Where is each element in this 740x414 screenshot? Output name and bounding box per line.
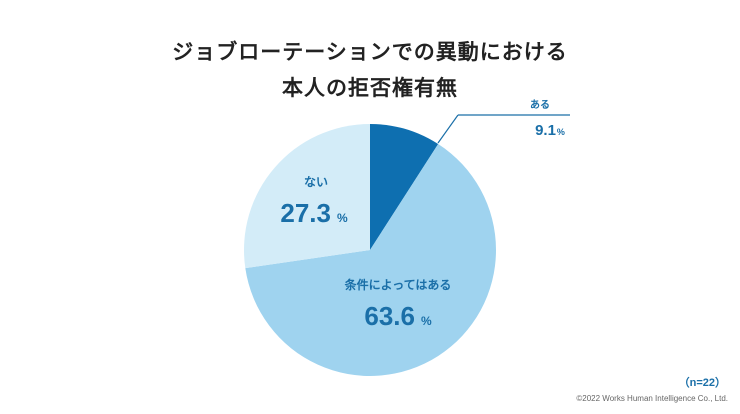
- chart-title-line-1: ジョブローテーションでの異動における: [172, 40, 568, 64]
- slice-label: ある: [530, 98, 550, 111]
- sample-size-note: （n=22）: [678, 377, 726, 389]
- copyright-note: ©2022 Works Human Intelligence Co., Ltd.: [576, 394, 728, 403]
- pie-slice: [370, 124, 439, 250]
- pie-slice: [245, 144, 497, 376]
- slice-label: ない: [304, 175, 328, 189]
- slice-value-label: 63.6%: [364, 301, 432, 331]
- chart-title-line-2: 本人の拒否権有無: [282, 76, 458, 100]
- pie-slice: [243, 124, 370, 269]
- slice-label: 条件によってはある: [344, 277, 452, 292]
- slice-value-label: 9.1%: [535, 122, 565, 139]
- pie-slices: [243, 124, 497, 376]
- slice-labels: ある 9.1% 条件によってはある 63.6 % ない 27.3%: [280, 98, 565, 331]
- callout-line: [437, 114, 459, 144]
- slice-value-label: 27.3%: [280, 198, 348, 228]
